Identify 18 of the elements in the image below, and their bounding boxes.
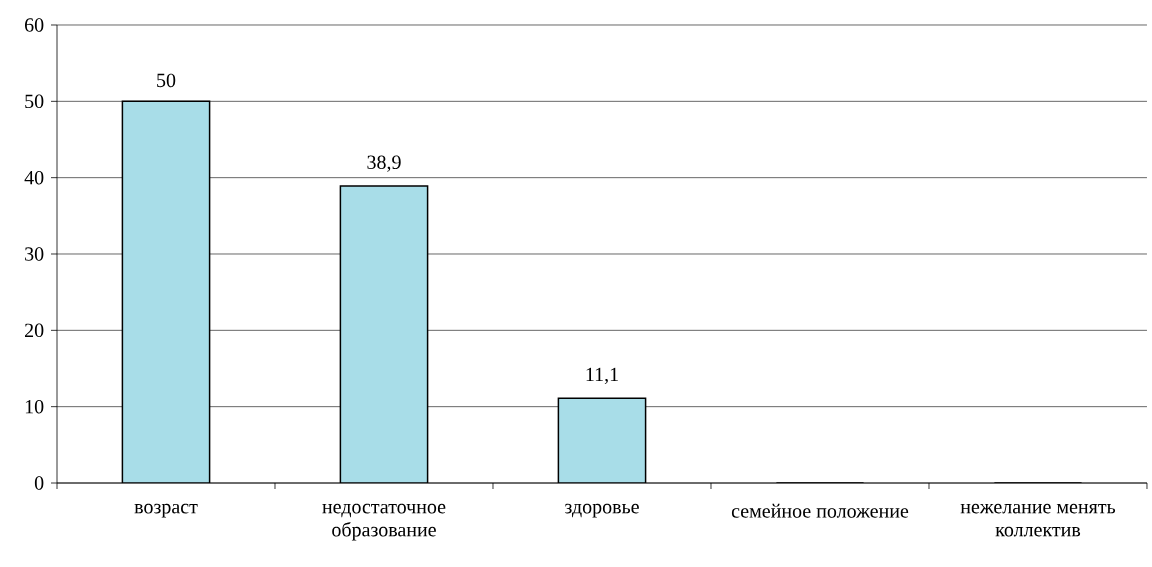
x-tick-label: нежелание менять коллектив [960, 503, 1116, 537]
x-tick-label: возраст [134, 503, 198, 518]
y-tick-label: 60 [24, 18, 44, 32]
y-tick-label: 0 [34, 476, 44, 490]
y-tick-label: 30 [25, 247, 44, 261]
x-tick-label: недостаточное образование [322, 503, 446, 541]
y-tick-label: 10 [25, 399, 44, 414]
y-tick-label: 20 [25, 323, 44, 338]
bar [339, 185, 429, 483]
bar [121, 100, 211, 483]
data-label: 11,1 [586, 367, 618, 385]
data-label: 50 [157, 73, 176, 88]
y-tick-label: 40 [24, 170, 44, 185]
x-tick-label: семейное положение [731, 503, 909, 518]
x-tick-label: здоровье [564, 503, 639, 518]
bar [557, 397, 647, 483]
data-label: 38,9 [367, 155, 401, 172]
y-tick-label: 50 [25, 94, 44, 109]
